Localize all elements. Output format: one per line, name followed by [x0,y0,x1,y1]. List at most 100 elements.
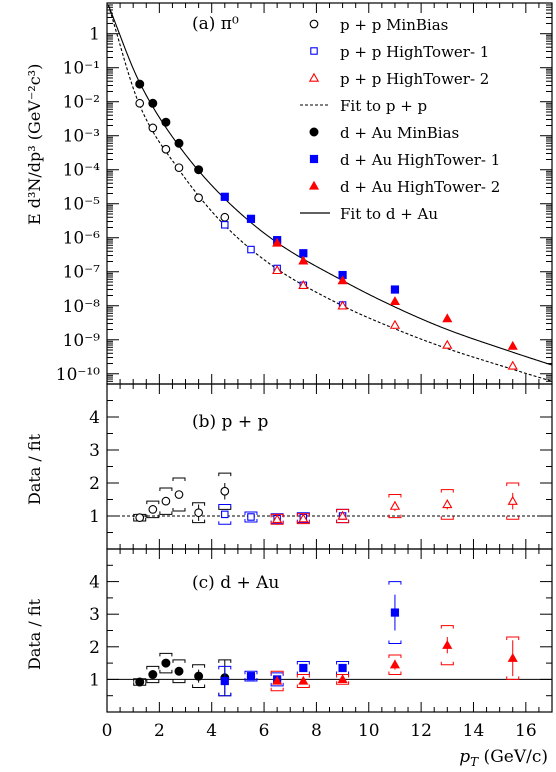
data-point [389,319,401,329]
data-point [221,510,229,519]
data-point [194,165,204,175]
x-tick-label: 12 [410,721,432,741]
data-point [220,486,230,496]
data-point [507,340,518,350]
plot-frame [106,383,553,550]
data-point [272,675,283,685]
sys-error-bracket [336,681,350,685]
y-axis-label: Data / fit [25,598,44,670]
data-point [337,674,348,684]
y-tick-label: 10⁻¹⁰ [56,365,100,385]
sys-error-bracket [270,521,284,525]
sys-error-bracket [244,511,258,516]
legend-label: d + Au HighTower- 2 [340,178,500,196]
sys-error-bracket [296,660,310,665]
sys-error-bracket [192,664,206,668]
y-tick-label: 1 [89,25,100,45]
sys-error-bracket [159,652,173,657]
data-point [442,339,453,349]
y-tick-label: 10⁻⁹ [63,331,101,351]
y-tick-label: 4 [89,573,100,593]
y-tick-label: 1 [89,670,100,690]
data-point [174,163,184,173]
data-point [135,513,145,523]
sys-error-bracket [270,682,284,687]
sys-error-bracket [218,692,232,697]
y-tick-label: 2 [89,638,100,658]
y-tick-label: 10⁻⁴ [63,161,101,181]
data-point [161,144,171,154]
sys-error-bracket [506,636,520,641]
y-tick-label: 10⁻² [63,93,100,113]
sys-error-bracket [506,482,520,486]
data-point [247,513,255,521]
data-point [246,214,256,223]
sys-error-bracket [146,514,160,519]
sys-error-bracket [336,508,350,513]
panel-a-spectra: 10⁻¹⁰ 10⁻⁹ 10⁻⁸ 10⁻⁷ 10⁻⁶ 10⁻⁵ 10⁻⁴ 10⁻³ 10⁻² 10⁻… [25,2,553,385]
x-tick-label: 2 [154,721,165,741]
data-point [390,285,400,294]
sys-error-bracket [506,676,520,680]
data-point [337,510,348,520]
x-tick-label: 16 [515,721,537,741]
sys-error-bracket [388,514,402,519]
fit-curve-pp [107,4,553,382]
y-tick-label: 10⁻¹ [63,59,100,79]
data-point [271,265,283,275]
sys-error-bracket [388,494,402,498]
data-point [161,658,171,668]
data-point [298,513,309,523]
sys-error-bracket [146,500,160,505]
data-point [194,671,204,681]
y-tick-label: 1 [89,507,100,527]
y-tick-label: 10⁻⁸ [63,297,101,317]
legend-marker [309,127,319,137]
sys-error-bracket [296,674,310,678]
sys-error-bracket [159,669,173,674]
sys-error-bracket [244,678,258,682]
data-point [161,496,171,506]
data-point [507,653,518,662]
y-tick-label: 2 [89,474,100,494]
y-axis-label: Data / fit [25,433,44,505]
legend-label: p + p HighTower- 2 [340,70,489,88]
sys-error-bracket [146,679,160,684]
data-point [148,123,158,133]
legend-marker [308,180,320,190]
sys-error-bracket [388,640,402,645]
panel-label: (c) d + Au [192,573,279,593]
legend-label: Fit to d + Au [340,205,438,223]
x-tick-label: 14 [463,721,485,741]
sys-error-bracket [336,660,350,665]
sys-error-bracket [218,503,232,508]
sys-error-bracket [336,519,350,524]
data-point [389,659,401,669]
data-point [298,279,309,289]
sys-error-bracket [218,665,232,670]
legend-marker [308,72,320,82]
data-point [442,313,453,323]
legend-label: Fit to p + p [340,97,427,115]
legend-marker [309,154,319,164]
x-tick-label: 4 [206,721,217,741]
data-point [220,676,229,686]
data-point [161,117,171,127]
x-tick-label: 0 [102,721,113,741]
data-point [221,221,229,229]
sys-error-bracket [244,518,258,523]
sys-error-bracket [296,684,310,689]
x-tick-label: 6 [259,721,270,741]
legend-label: p + p HighTower- 1 [340,43,489,61]
plot-frame [106,548,553,713]
sys-error-bracket [172,477,186,482]
sys-error-bracket [388,581,402,585]
data-point [442,499,453,509]
data-point [507,495,518,505]
sys-error-bracket [192,684,206,689]
data-point [271,513,283,524]
y-tick-label: 10⁻³ [63,127,100,147]
data-point [390,608,400,617]
sys-error-bracket [218,506,232,510]
data-point [298,675,309,685]
